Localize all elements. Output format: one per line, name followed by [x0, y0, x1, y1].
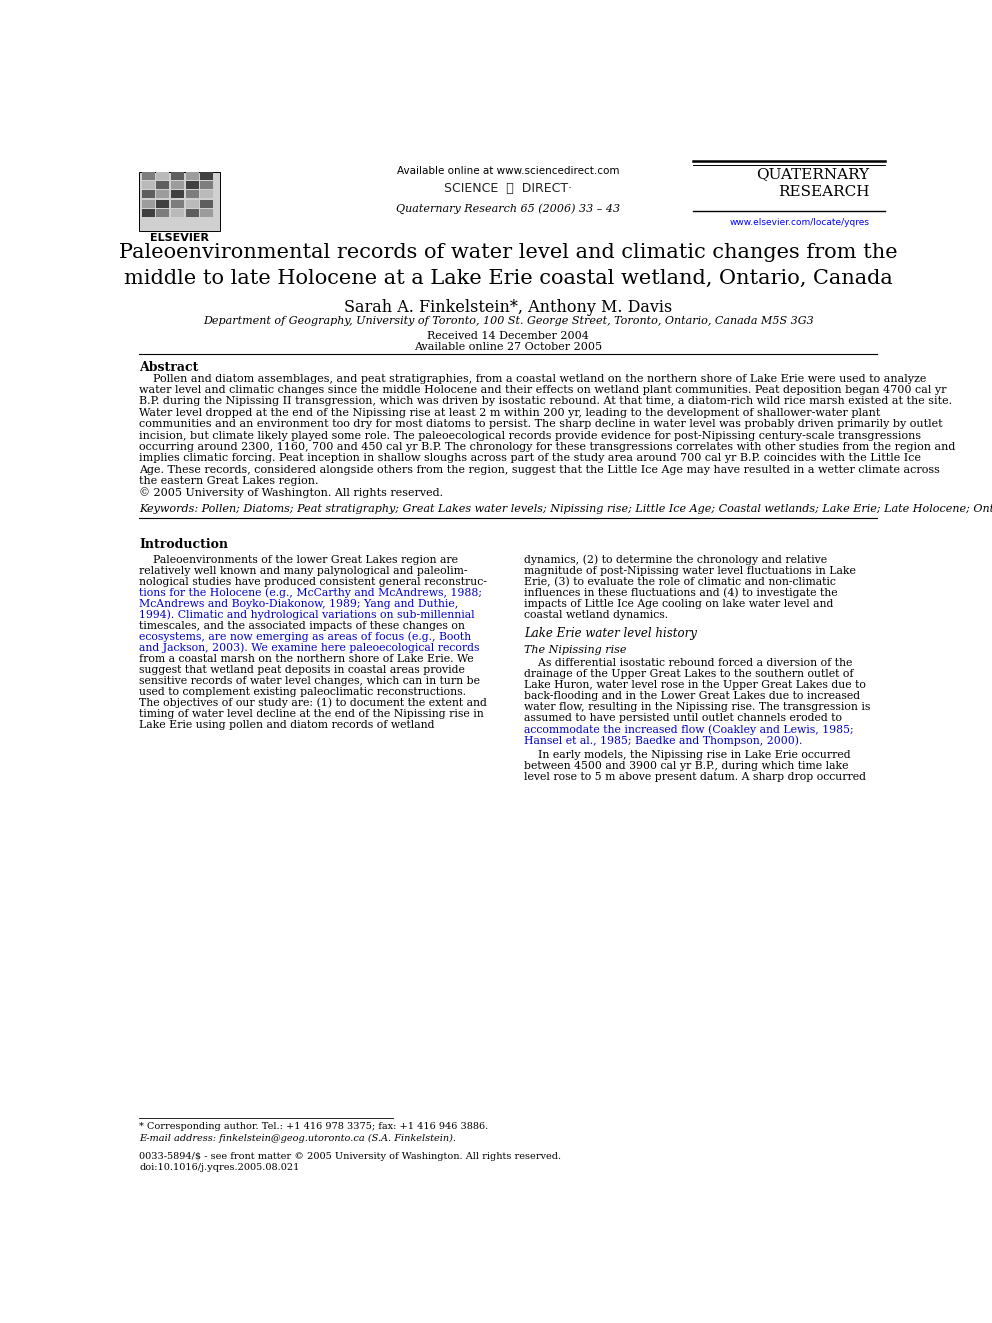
Text: © 2005 University of Washington. All rights reserved.: © 2005 University of Washington. All rig…: [139, 487, 443, 497]
Text: Paleoenvironments of the lower Great Lakes region are: Paleoenvironments of the lower Great Lak…: [139, 554, 458, 565]
Bar: [200, 172, 213, 180]
Bar: [186, 200, 198, 208]
Text: used to complement existing paleoclimatic reconstructions.: used to complement existing paleoclimati…: [139, 687, 466, 697]
Text: SCIENCE  ⓓ  DIRECT·: SCIENCE ⓓ DIRECT·: [444, 183, 572, 196]
Text: The Nipissing rise: The Nipissing rise: [524, 646, 626, 655]
Bar: [157, 181, 170, 189]
Text: and Jackson, 2003). We examine here paleoecological records: and Jackson, 2003). We examine here pale…: [139, 643, 480, 654]
Bar: [171, 172, 184, 180]
Bar: [171, 191, 184, 198]
Text: water level and climatic changes since the middle Holocene and their effects on : water level and climatic changes since t…: [139, 385, 947, 396]
Bar: [186, 191, 198, 198]
Bar: [186, 209, 198, 217]
Text: incision, but climate likely played some role. The paleoecological records provi: incision, but climate likely played some…: [139, 430, 922, 441]
Text: Received 14 December 2004: Received 14 December 2004: [428, 331, 589, 341]
Text: suggest that wetland peat deposits in coastal areas provide: suggest that wetland peat deposits in co…: [139, 664, 465, 675]
Text: Available online 27 October 2005: Available online 27 October 2005: [415, 343, 602, 352]
Text: Pollen and diatom assemblages, and peat stratigraphies, from a coastal wetland o: Pollen and diatom assemblages, and peat …: [139, 373, 927, 384]
Bar: [142, 191, 155, 198]
Text: www.elsevier.com/locate/yqres: www.elsevier.com/locate/yqres: [730, 218, 870, 226]
Text: Abstract: Abstract: [139, 361, 198, 374]
Text: communities and an environment too dry for most diatoms to persist. The sharp de: communities and an environment too dry f…: [139, 419, 943, 429]
Bar: [157, 191, 170, 198]
Text: Erie, (3) to evaluate the role of climatic and non-climatic: Erie, (3) to evaluate the role of climat…: [524, 577, 835, 587]
Bar: [171, 181, 184, 189]
Text: Quaternary Research 65 (2006) 33 – 43: Quaternary Research 65 (2006) 33 – 43: [397, 204, 620, 214]
Text: The objectives of our study are: (1) to document the extent and: The objectives of our study are: (1) to …: [139, 697, 487, 708]
Bar: [139, 172, 220, 232]
Bar: [186, 181, 198, 189]
Text: timing of water level decline at the end of the Nipissing rise in: timing of water level decline at the end…: [139, 709, 484, 718]
Text: * Corresponding author. Tel.: +1 416 978 3375; fax: +1 416 946 3886.: * Corresponding author. Tel.: +1 416 978…: [139, 1122, 489, 1131]
Text: dynamics, (2) to determine the chronology and relative: dynamics, (2) to determine the chronolog…: [524, 554, 827, 565]
Text: Age. These records, considered alongside others from the region, suggest that th: Age. These records, considered alongside…: [139, 464, 940, 475]
Text: occurring around 2300, 1160, 700 and 450 cal yr B.P. The chronology for these tr: occurring around 2300, 1160, 700 and 450…: [139, 442, 955, 452]
Text: In early models, the Nipissing rise in Lake Erie occurred: In early models, the Nipissing rise in L…: [524, 750, 850, 761]
Bar: [157, 209, 170, 217]
Text: sensitive records of water level changes, which can in turn be: sensitive records of water level changes…: [139, 676, 480, 685]
Bar: [142, 200, 155, 208]
Bar: [200, 209, 213, 217]
Text: doi:10.1016/j.yqres.2005.08.021: doi:10.1016/j.yqres.2005.08.021: [139, 1163, 300, 1172]
Text: back-flooding and in the Lower Great Lakes due to increased: back-flooding and in the Lower Great Lak…: [524, 692, 860, 701]
Text: Keywords: Pollen; Diatoms; Peat stratigraphy; Great Lakes water levels; Nipissin: Keywords: Pollen; Diatoms; Peat stratigr…: [139, 504, 992, 513]
Bar: [171, 200, 184, 208]
Bar: [200, 181, 213, 189]
Bar: [142, 181, 155, 189]
Text: Available online at www.sciencedirect.com: Available online at www.sciencedirect.co…: [397, 165, 620, 176]
Text: Lake Huron, water level rose in the Upper Great Lakes due to: Lake Huron, water level rose in the Uppe…: [524, 680, 866, 691]
Text: Lake Erie water level history: Lake Erie water level history: [524, 627, 696, 640]
Text: QUATERNARY: QUATERNARY: [757, 167, 870, 181]
Bar: [200, 200, 213, 208]
Text: Sarah A. Finkelstein*, Anthony M. Davis: Sarah A. Finkelstein*, Anthony M. Davis: [344, 299, 673, 316]
Text: level rose to 5 m above present datum. A sharp drop occurred: level rose to 5 m above present datum. A…: [524, 773, 866, 782]
Text: Introduction: Introduction: [139, 538, 228, 552]
Text: E-mail address: finkelstein@geog.utoronto.ca (S.A. Finkelstein).: E-mail address: finkelstein@geog.utoront…: [139, 1134, 456, 1143]
Text: between 4500 and 3900 cal yr B.P., during which time lake: between 4500 and 3900 cal yr B.P., durin…: [524, 762, 848, 771]
Text: magnitude of post-Nipissing water level fluctuations in Lake: magnitude of post-Nipissing water level …: [524, 566, 856, 576]
Bar: [186, 172, 198, 180]
Text: implies climatic forcing. Peat inception in shallow sloughs across part of the s: implies climatic forcing. Peat inception…: [139, 454, 922, 463]
Text: assumed to have persisted until outlet channels eroded to: assumed to have persisted until outlet c…: [524, 713, 842, 724]
Text: nological studies have produced consistent general reconstruc-: nological studies have produced consiste…: [139, 577, 487, 586]
Text: influences in these fluctuations and (4) to investigate the: influences in these fluctuations and (4)…: [524, 587, 837, 598]
Text: As differential isostatic rebound forced a diversion of the: As differential isostatic rebound forced…: [524, 659, 852, 668]
Text: tions for the Holocene (e.g., McCarthy and McAndrews, 1988;: tions for the Holocene (e.g., McCarthy a…: [139, 587, 482, 598]
Text: ecosystems, are now emerging as areas of focus (e.g., Booth: ecosystems, are now emerging as areas of…: [139, 631, 471, 642]
Bar: [142, 172, 155, 180]
Text: Hansel et al., 1985; Baedke and Thompson, 2000).: Hansel et al., 1985; Baedke and Thompson…: [524, 736, 803, 746]
Text: Water level dropped at the end of the Nipissing rise at least 2 m within 200 yr,: Water level dropped at the end of the Ni…: [139, 407, 881, 418]
Text: from a coastal marsh on the northern shore of Lake Erie. We: from a coastal marsh on the northern sho…: [139, 654, 474, 664]
Bar: [142, 209, 155, 217]
Text: Lake Erie using pollen and diatom records of wetland: Lake Erie using pollen and diatom record…: [139, 720, 434, 730]
Text: McAndrews and Boyko-Diakonow, 1989; Yang and Duthie,: McAndrews and Boyko-Diakonow, 1989; Yang…: [139, 599, 458, 609]
Text: Department of Geography, University of Toronto, 100 St. George Street, Toronto, : Department of Geography, University of T…: [203, 316, 813, 325]
Bar: [200, 191, 213, 198]
Text: water flow, resulting in the Nipissing rise. The transgression is: water flow, resulting in the Nipissing r…: [524, 703, 870, 712]
Text: B.P. during the Nipissing II transgression, which was driven by isostatic reboun: B.P. during the Nipissing II transgressi…: [139, 397, 952, 406]
Text: relatively well known and many palynological and paleolim-: relatively well known and many palynolog…: [139, 566, 468, 576]
Text: coastal wetland dynamics.: coastal wetland dynamics.: [524, 610, 668, 619]
Text: drainage of the Upper Great Lakes to the southern outlet of: drainage of the Upper Great Lakes to the…: [524, 669, 853, 680]
Text: accommodate the increased flow (Coakley and Lewis, 1985;: accommodate the increased flow (Coakley …: [524, 725, 853, 736]
Bar: [171, 209, 184, 217]
Text: RESEARCH: RESEARCH: [779, 185, 870, 200]
Text: timescales, and the associated impacts of these changes on: timescales, and the associated impacts o…: [139, 620, 465, 631]
Text: 0033-5894/$ - see front matter © 2005 University of Washington. All rights reser: 0033-5894/$ - see front matter © 2005 Un…: [139, 1152, 561, 1162]
Text: ELSEVIER: ELSEVIER: [150, 233, 209, 243]
Bar: [157, 200, 170, 208]
Text: impacts of Little Ice Age cooling on lake water level and: impacts of Little Ice Age cooling on lak…: [524, 599, 833, 609]
Bar: [157, 172, 170, 180]
Text: the eastern Great Lakes region.: the eastern Great Lakes region.: [139, 476, 318, 486]
Text: 1994). Climatic and hydrological variations on sub-millennial: 1994). Climatic and hydrological variati…: [139, 610, 475, 620]
Text: Paleoenvironmental records of water level and climatic changes from the
middle t: Paleoenvironmental records of water leve…: [119, 243, 898, 288]
